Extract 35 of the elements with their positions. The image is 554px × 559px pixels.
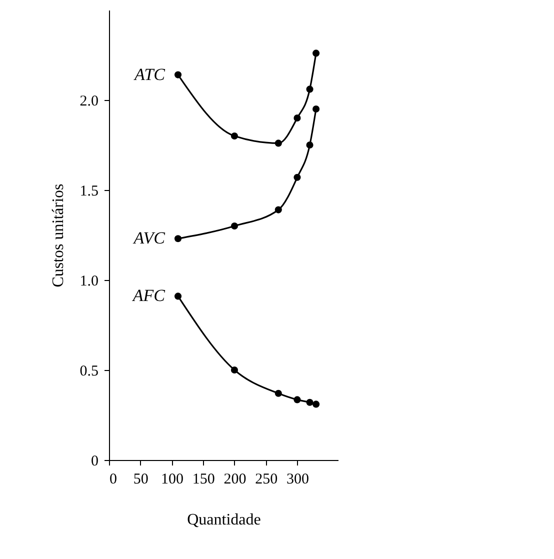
point	[294, 174, 301, 181]
x-tick-label: 150	[192, 472, 215, 488]
x-tick-label: 100	[160, 472, 184, 488]
point	[230, 366, 238, 374]
point	[274, 140, 282, 147]
point	[174, 235, 182, 242]
y-axis-title: Custos unitários	[50, 184, 67, 288]
x-tick-label: 250	[255, 472, 278, 488]
series-label: AFC	[132, 286, 166, 306]
point	[294, 396, 301, 404]
point	[312, 105, 320, 113]
y-tick-label: 1.0	[80, 274, 98, 290]
x-tick-label: 300	[286, 472, 309, 488]
series-label: AVC	[132, 228, 166, 248]
y-tick-label: 0	[91, 454, 98, 470]
point	[230, 222, 238, 230]
point	[294, 114, 301, 122]
point	[306, 86, 314, 93]
point	[274, 206, 282, 214]
point	[312, 50, 320, 57]
x-tick-label: 200	[224, 472, 246, 488]
point	[274, 390, 282, 397]
point	[306, 141, 314, 149]
point	[174, 292, 182, 300]
y-tick-label: 2.0	[80, 94, 98, 110]
point	[312, 400, 320, 408]
series-label: ATC	[133, 64, 166, 84]
point	[230, 132, 238, 140]
x-tick-label: 50	[133, 472, 148, 488]
x-tick-label: 0	[110, 472, 117, 488]
y-tick-label: 0.5	[80, 364, 98, 380]
point	[306, 398, 314, 406]
x-axis-title: Quantidade	[187, 512, 261, 528]
y-tick-label: 1.5	[80, 184, 98, 200]
point	[174, 71, 182, 78]
